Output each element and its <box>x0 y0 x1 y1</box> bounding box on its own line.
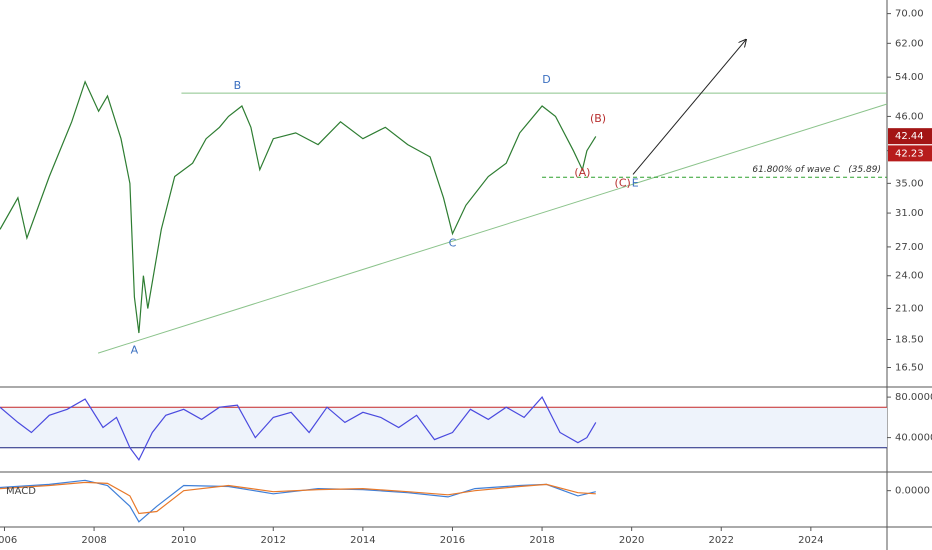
series-line <box>0 481 596 515</box>
price-label-box <box>888 128 932 145</box>
y-tick-label: 24.00 <box>895 271 924 282</box>
x-tick-label: 2012 <box>261 535 286 546</box>
series-line <box>0 396 597 462</box>
y-tick-label: 27.00 <box>895 242 924 253</box>
y-tick-label: 80.0000 <box>895 392 932 403</box>
y-tick-label: 21.00 <box>895 303 924 314</box>
price-label: 42.44 <box>895 131 924 142</box>
y-tick-label: 16.50 <box>895 363 924 374</box>
annotation: C <box>449 236 457 249</box>
drawing-line <box>632 40 746 175</box>
y-tick-label: 62.00 <box>895 38 924 49</box>
annotation: (35.89) <box>848 165 881 175</box>
annotation: (A) <box>574 166 590 179</box>
annotation: B <box>234 79 242 92</box>
x-tick-label: 2024 <box>798 535 823 546</box>
annotation: 61.800% of wave C <box>752 165 840 175</box>
y-tick-label: 40.0000 <box>895 433 932 444</box>
y-tick-label: 70.00 <box>895 9 924 20</box>
series-line <box>0 479 596 523</box>
x-tick-label: 2008 <box>81 535 106 546</box>
y-tick-label: 0.0000 <box>895 486 930 497</box>
series-line <box>0 80 597 334</box>
panel-title: MACD <box>6 486 36 497</box>
y-tick-label: 54.00 <box>895 72 924 83</box>
drawing-line <box>97 103 888 354</box>
x-tick-label: 2010 <box>171 535 196 546</box>
x-tick-label: 2006 <box>0 535 17 546</box>
annotation: A <box>131 343 139 356</box>
x-tick-label: 2018 <box>529 535 554 546</box>
annotation: E <box>632 176 639 189</box>
annotation: (C) <box>615 176 631 189</box>
x-tick-label: 2022 <box>709 535 734 546</box>
level-band <box>0 407 887 448</box>
price-label: 42.23 <box>895 148 924 159</box>
annotation: (B) <box>590 112 606 125</box>
y-tick-label: 18.50 <box>895 334 924 345</box>
x-tick-label: 2014 <box>350 535 375 546</box>
y-tick-label: 31.00 <box>895 208 924 219</box>
price-label-box <box>888 145 932 162</box>
x-tick-label: 2016 <box>440 535 465 546</box>
x-tick-label: 2020 <box>619 535 644 546</box>
y-tick-label: 46.00 <box>895 111 924 122</box>
annotation: D <box>542 73 550 86</box>
y-tick-label: 35.00 <box>895 178 924 189</box>
